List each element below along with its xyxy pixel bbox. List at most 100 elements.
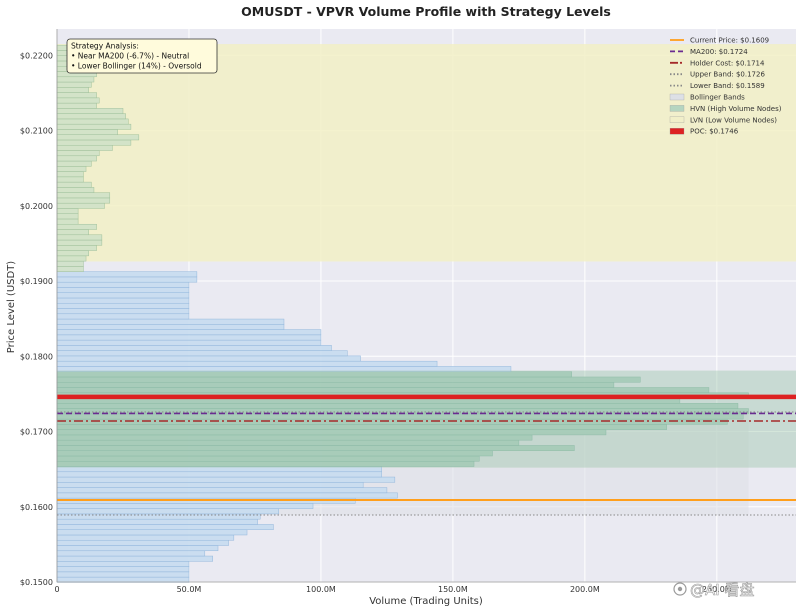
volume-bar [56, 471, 382, 478]
volume-bar [56, 234, 103, 241]
legend-label: POC: $0.1746 [690, 128, 739, 136]
legend-label: LVN (Low Volume Nodes) [690, 116, 777, 124]
volume-bar [56, 171, 84, 178]
legend-label: Bollinger Bands [690, 94, 745, 102]
volume-bar [56, 271, 198, 278]
volume-bar [56, 113, 126, 120]
volume-bar [56, 97, 100, 104]
volume-bar [56, 160, 92, 167]
volume-bar [56, 139, 132, 146]
y-tick-label: $0.2100 [20, 127, 53, 136]
volume-bar [56, 329, 322, 336]
volume-bar [56, 181, 92, 188]
watermark-logo-icon [673, 582, 687, 596]
volume-bar [56, 339, 322, 346]
y-tick-label: $0.1500 [20, 578, 53, 587]
volume-bar [56, 87, 89, 93]
volume-bar [56, 155, 97, 162]
annotation-line-ma200: • Near MA200 (-6.7%) - Neutral [71, 52, 189, 61]
volume-bar [56, 345, 332, 351]
x-tick-label: 150.0M [438, 585, 468, 594]
x-tick-label: 50.0M [177, 585, 202, 594]
volume-bar [56, 571, 190, 578]
y-tick-label: $0.1800 [20, 352, 53, 361]
volume-bar [56, 218, 79, 225]
volume-bar [56, 492, 398, 499]
volume-bar [56, 92, 97, 99]
volume-bar [56, 308, 190, 315]
volume-bar [56, 239, 103, 246]
volume-bar [56, 150, 100, 157]
volume-bar [56, 503, 314, 509]
y-tick-label: $0.1600 [20, 503, 53, 512]
volume-bar [56, 166, 87, 172]
legend-patch-swatch [669, 93, 685, 101]
volume-bar [56, 192, 111, 199]
volume-bar [56, 213, 79, 220]
y-tick-label: $0.2000 [20, 202, 53, 211]
volume-bar [56, 318, 285, 325]
chart-title: OMUSDT - VPVR Volume Profile with Strate… [241, 4, 611, 19]
volume-bar [56, 324, 285, 330]
volume-bar [56, 518, 258, 525]
volume-bar [56, 508, 279, 515]
volume-bar [56, 81, 92, 88]
volume-bar [56, 197, 111, 204]
y-tick-label: $0.1700 [20, 428, 53, 437]
strategy-annotation-box: Strategy Analysis: • Near MA200 (-6.7%) … [66, 38, 218, 74]
watermark: @AI 看盘 [673, 581, 755, 599]
volume-bar [56, 202, 105, 209]
plot-area: $0.1500 $0.1600 $0.1700 $0.1800 $0.1900 $0.20… [20, 29, 796, 594]
volume-bar [56, 524, 274, 530]
volume-bar [56, 334, 322, 341]
x-tick-label: 0 [54, 585, 59, 594]
volume-bar [56, 297, 190, 304]
x-tick-label: 100.0M [306, 585, 336, 594]
volume-bar [56, 292, 190, 299]
volume-bar [56, 245, 97, 251]
y-tick-label: $0.1900 [20, 277, 53, 286]
volume-bar [56, 476, 396, 483]
volume-bar [56, 229, 89, 236]
y-axis-label: Price Level (USDT) [6, 261, 17, 354]
volume-bar [56, 360, 438, 367]
volume-bar [56, 482, 364, 488]
volume-bar [56, 534, 235, 541]
legend-label: Lower Band: $0.1589 [690, 82, 765, 90]
volume-bar [56, 281, 190, 288]
volume-bar [56, 187, 95, 193]
volume-bar [56, 102, 97, 109]
volume-bar [56, 545, 219, 552]
legend-label: HVN (High Volume Nodes) [690, 105, 782, 113]
volume-bar [56, 555, 213, 562]
volume-bar [56, 302, 190, 309]
annotation-title: Strategy Analysis: [71, 42, 139, 51]
legend: Current Price: $0.1609 MA200: $0.1724 Hold… [669, 37, 782, 136]
legend-label: Current Price: $0.1609 [690, 37, 769, 45]
y-tick-label: $0.2200 [20, 51, 53, 60]
x-tick-label: 200.0M [570, 585, 600, 594]
legend-label: Upper Band: $0.1726 [690, 71, 765, 79]
x-tick-label: 250.0M [702, 585, 732, 594]
legend-patch-swatch [669, 105, 685, 112]
volume-bar [56, 260, 84, 267]
volume-bar [56, 118, 129, 125]
legend-label: MA200: $0.1724 [690, 48, 748, 56]
volume-bar [56, 223, 97, 230]
volume-bar [56, 313, 190, 320]
volume-bar [56, 350, 348, 357]
volume-bar [56, 129, 118, 135]
volume-bar [56, 208, 79, 214]
volume-bar [56, 355, 361, 362]
volume-bar [56, 539, 229, 546]
annotation-background [66, 38, 218, 74]
volume-bar [56, 287, 190, 293]
volume-bar [56, 134, 140, 141]
hvn-region [57, 370, 796, 468]
volume-bar [56, 266, 84, 272]
legend-label: Holder Cost: $0.1714 [690, 59, 765, 67]
volume-bar [56, 123, 132, 130]
volume-bar [56, 576, 190, 583]
legend-patch-swatch [669, 128, 685, 135]
